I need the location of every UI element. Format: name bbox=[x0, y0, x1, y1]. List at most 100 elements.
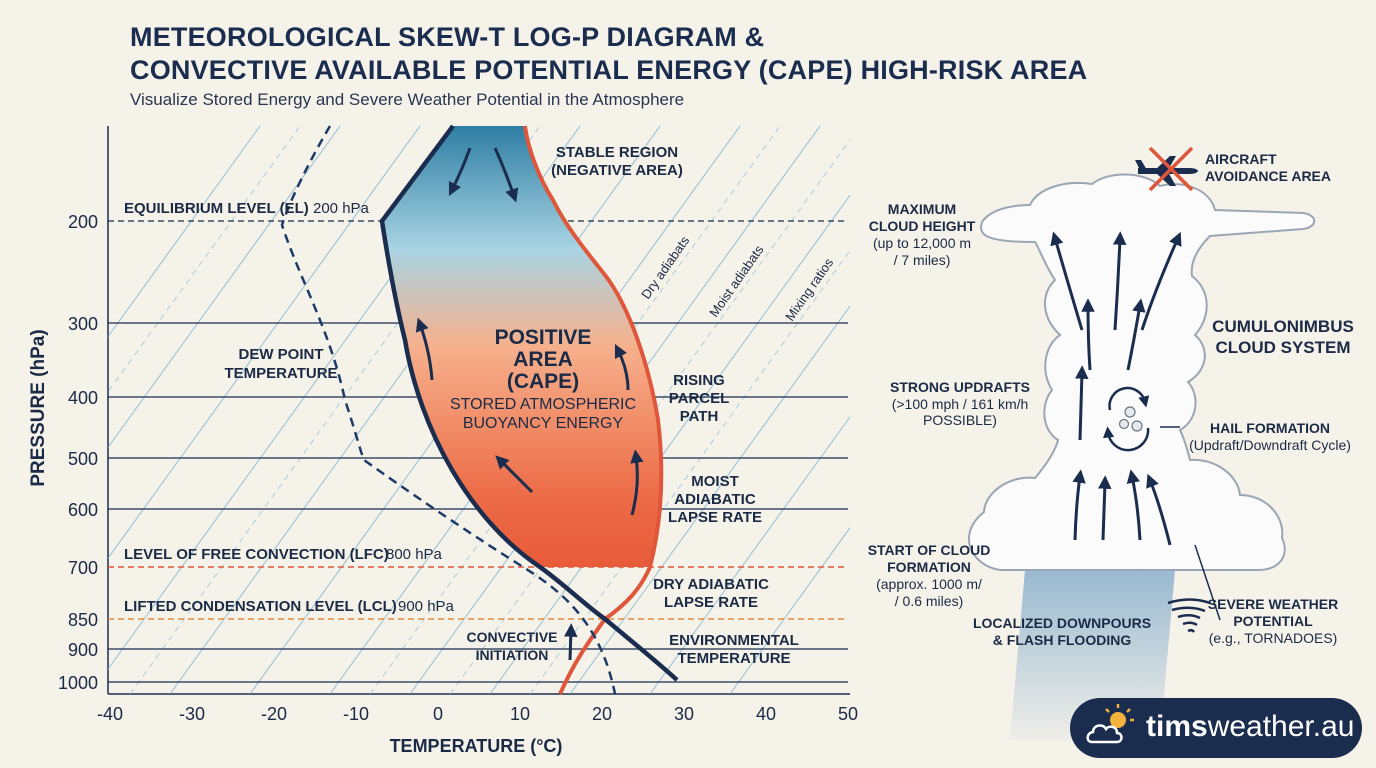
environmental-label: ENVIRONMENTAL TEMPERATURE bbox=[669, 632, 799, 667]
svg-text:POSSIBLE): POSSIBLE) bbox=[923, 412, 997, 428]
svg-text:DEW POINT: DEW POINT bbox=[239, 346, 324, 363]
svg-text:900 hPa: 900 hPa bbox=[398, 598, 455, 615]
svg-text:0: 0 bbox=[433, 704, 443, 724]
max-height-label: MAXIMUM CLOUD HEIGHT (up to 12,000 m / 7… bbox=[869, 201, 976, 268]
svg-text:AIRCRAFT: AIRCRAFT bbox=[1205, 151, 1277, 167]
lfc-label: LEVEL OF FREE CONVECTION (LFC) 800 hPa bbox=[124, 546, 443, 563]
svg-text:(NEGATIVE AREA): (NEGATIVE AREA) bbox=[551, 162, 683, 179]
svg-text:CLOUD HEIGHT: CLOUD HEIGHT bbox=[869, 218, 976, 234]
svg-text:TEMPERATURE: TEMPERATURE bbox=[677, 650, 790, 667]
hail-label: HAIL FORMATION (Updraft/Downdraft Cycle) bbox=[1189, 420, 1351, 453]
svg-text:CUMULONIMBUS: CUMULONIMBUS bbox=[1212, 317, 1354, 336]
leader-lines bbox=[1160, 426, 1221, 621]
stored-energy-label: STORED ATMOSPHERIC BUOYANCY ENERGY bbox=[450, 396, 636, 432]
svg-text:LEVEL OF FREE CONVECTION (LFC): LEVEL OF FREE CONVECTION (LFC) bbox=[124, 546, 389, 563]
svg-text:1000: 1000 bbox=[58, 673, 98, 693]
svg-text:AVOIDANCE AREA: AVOIDANCE AREA bbox=[1205, 168, 1331, 184]
positive-area-label: POSITIVE AREA (CAPE) bbox=[495, 326, 592, 393]
svg-text:400: 400 bbox=[68, 388, 98, 408]
brand-logo[interactable]: timsweather.au bbox=[1070, 698, 1362, 758]
svg-text:40: 40 bbox=[756, 704, 776, 724]
svg-text:PATH: PATH bbox=[680, 408, 719, 425]
hail-cycle bbox=[1102, 386, 1150, 452]
svg-text:/ 0.6 miles): / 0.6 miles) bbox=[895, 593, 963, 609]
dry-lapse-label: DRY ADIABATIC LAPSE RATE bbox=[653, 576, 769, 611]
cape-positive-area bbox=[382, 126, 662, 567]
svg-text:30: 30 bbox=[674, 704, 694, 724]
y-axis-title: PRESSURE (hPa) bbox=[28, 329, 49, 486]
svg-text:(e.g., TORNADOES): (e.g., TORNADOES) bbox=[1209, 630, 1338, 646]
svg-text:CONVECTIVE: CONVECTIVE bbox=[466, 629, 557, 645]
svg-text:INITIATION: INITIATION bbox=[476, 647, 549, 663]
svg-text:ADIABATIC: ADIABATIC bbox=[674, 491, 756, 508]
svg-text:(>100 mph / 161 km/h: (>100 mph / 161 km/h bbox=[892, 396, 1029, 412]
svg-text:DRY ADIABATIC: DRY ADIABATIC bbox=[653, 576, 769, 593]
svg-text:& FLASH FLOODING: & FLASH FLOODING bbox=[993, 632, 1132, 648]
dry-adiabats-label: Dry adiabats bbox=[638, 233, 692, 302]
svg-text:EQUILIBRIUM LEVEL (EL): EQUILIBRIUM LEVEL (EL) bbox=[124, 200, 309, 217]
svg-text:(Updraft/Downdraft Cycle): (Updraft/Downdraft Cycle) bbox=[1189, 437, 1351, 453]
svg-text:800 hPa: 800 hPa bbox=[386, 546, 443, 563]
svg-text:TEMPERATURE: TEMPERATURE bbox=[224, 365, 337, 382]
svg-text:600: 600 bbox=[68, 500, 98, 520]
convective-initiation-label: CONVECTIVE INITIATION bbox=[466, 629, 557, 663]
svg-text:300: 300 bbox=[68, 314, 98, 334]
svg-text:900: 900 bbox=[68, 640, 98, 660]
svg-text:MAXIMUM: MAXIMUM bbox=[888, 201, 956, 217]
svg-text:BUOYANCY ENERGY: BUOYANCY ENERGY bbox=[463, 415, 624, 432]
stable-region-label: STABLE REGION (NEGATIVE AREA) bbox=[551, 144, 683, 179]
sun-cloud-icon bbox=[1086, 704, 1134, 744]
svg-text:PARCEL: PARCEL bbox=[669, 390, 730, 407]
svg-text:AREA: AREA bbox=[513, 348, 573, 371]
moist-lapse-label: MOIST ADIABATIC LAPSE RATE bbox=[668, 473, 762, 526]
mixing-ratios-label: Mixing ratios bbox=[782, 255, 836, 324]
svg-text:-30: -30 bbox=[179, 704, 205, 724]
svg-text:LAPSE RATE: LAPSE RATE bbox=[664, 594, 758, 611]
subtitle: Visualize Stored Energy and Severe Weath… bbox=[130, 90, 685, 109]
lcl-label: LIFTED CONDENSATION LEVEL (LCL) 900 hPa bbox=[124, 598, 455, 615]
svg-text:STORED ATMOSPHERIC: STORED ATMOSPHERIC bbox=[450, 396, 636, 413]
tornado-icon bbox=[1167, 598, 1211, 633]
environmental-temperature-line bbox=[379, 124, 679, 682]
svg-text:20: 20 bbox=[592, 704, 612, 724]
el-label: EQUILIBRIUM LEVEL (EL) 200 hPa bbox=[124, 200, 370, 217]
cloud-body bbox=[967, 173, 1316, 571]
svg-text:STRONG UPDRAFTS: STRONG UPDRAFTS bbox=[890, 379, 1030, 395]
svg-text:CLOUD SYSTEM: CLOUD SYSTEM bbox=[1215, 338, 1350, 357]
svg-text:-10: -10 bbox=[343, 704, 369, 724]
svg-text:RISING: RISING bbox=[673, 372, 725, 389]
updrafts-label: STRONG UPDRAFTS (>100 mph / 161 km/h POS… bbox=[890, 379, 1030, 428]
y-tick-labels: 200 300 400 500 600 700 850 900 1000 bbox=[58, 212, 98, 693]
title-line-1: METEOROLOGICAL SKEW-T LOG-P DIAGRAM & bbox=[130, 22, 765, 52]
svg-text:FORMATION: FORMATION bbox=[887, 559, 971, 575]
svg-text:POTENTIAL: POTENTIAL bbox=[1233, 613, 1313, 629]
cloud-start-label: START OF CLOUD FORMATION (approx. 1000 m… bbox=[868, 542, 991, 609]
brand-name: timsweather.au bbox=[1146, 710, 1355, 743]
svg-text:SEVERE WEATHER: SEVERE WEATHER bbox=[1208, 596, 1338, 612]
svg-text:-40: -40 bbox=[97, 704, 123, 724]
svg-text:700: 700 bbox=[68, 558, 98, 578]
no-fly-x-icon bbox=[1148, 146, 1194, 192]
svg-text:-20: -20 bbox=[261, 704, 287, 724]
svg-text:START OF CLOUD: START OF CLOUD bbox=[868, 542, 991, 558]
svg-text:LOCALIZED DOWNPOURS: LOCALIZED DOWNPOURS bbox=[973, 615, 1151, 631]
svg-text:POSITIVE: POSITIVE bbox=[495, 326, 592, 349]
svg-text:STABLE REGION: STABLE REGION bbox=[556, 144, 678, 161]
x-tick-labels: -40 -30 -20 -10 0 10 20 30 40 50 bbox=[97, 704, 858, 724]
svg-text:50: 50 bbox=[838, 704, 858, 724]
svg-text:500: 500 bbox=[68, 449, 98, 469]
svg-text:LIFTED CONDENSATION LEVEL (LCL: LIFTED CONDENSATION LEVEL (LCL) bbox=[124, 598, 397, 615]
svg-text:LAPSE RATE: LAPSE RATE bbox=[668, 509, 762, 526]
svg-text:850: 850 bbox=[68, 610, 98, 630]
severe-weather-label: SEVERE WEATHER POTENTIAL (e.g., TORNADOE… bbox=[1208, 596, 1338, 646]
svg-text:HAIL FORMATION: HAIL FORMATION bbox=[1210, 420, 1330, 436]
aircraft-label: AIRCRAFT AVOIDANCE AREA bbox=[1205, 151, 1331, 184]
svg-text:(approx. 1000 m/: (approx. 1000 m/ bbox=[876, 576, 982, 592]
cumulonimbus-cloud bbox=[967, 173, 1316, 740]
downpours-label: LOCALIZED DOWNPOURS & FLASH FLOODING bbox=[973, 615, 1151, 648]
svg-text:(CAPE): (CAPE) bbox=[507, 370, 579, 393]
x-axis-title: TEMPERATURE (°C) bbox=[390, 736, 563, 756]
updraft-arrows bbox=[1050, 231, 1182, 546]
svg-text:MOIST: MOIST bbox=[691, 473, 739, 490]
